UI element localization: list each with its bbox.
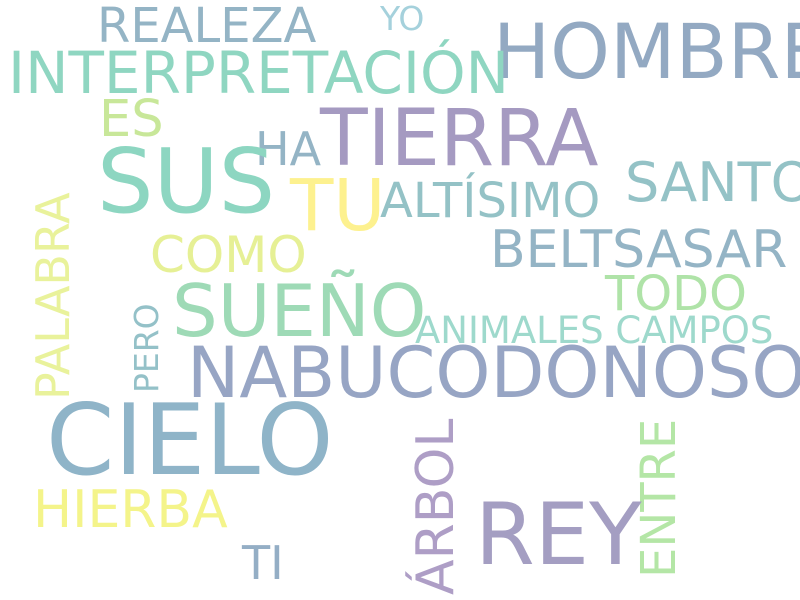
word-tu: TU (290, 164, 386, 247)
word-santo: SANTO (625, 151, 800, 214)
word-arbol: ÁRBOL (406, 418, 466, 595)
word-palabra: PALABRA (26, 192, 80, 400)
word-entre: ENTRE (631, 418, 687, 578)
word-es: ES (99, 90, 164, 149)
word-sus: SUS (97, 129, 276, 233)
word-todo: TODO (605, 266, 747, 322)
word-rey: REY (475, 485, 642, 585)
word-hombre: HOMBRE (493, 7, 800, 96)
word-tierra: TIERRA (320, 94, 599, 184)
word-como: COMO (150, 226, 307, 284)
word-animales-campos: ANIMALES CAMPOS (415, 309, 774, 352)
word-yo: YO (380, 0, 425, 38)
word-cielo: CIELO (46, 384, 334, 498)
word-ti: TI (242, 536, 284, 590)
word-realeza: REALEZA (97, 0, 317, 54)
word-hierba: HIERBA (33, 480, 228, 540)
word-beltsasar: BELTSASAR (490, 220, 788, 280)
word-nabucodonosor: NABUCODONOSOR (187, 332, 800, 414)
word-interpretacion: INTERPRETACIÓN (8, 39, 510, 107)
word-sueno: SUEÑO (172, 269, 427, 353)
word-altisimo: ALTÍSIMO (380, 173, 601, 229)
word-ha: HA (255, 122, 322, 176)
word-pero: PERO (127, 303, 166, 393)
